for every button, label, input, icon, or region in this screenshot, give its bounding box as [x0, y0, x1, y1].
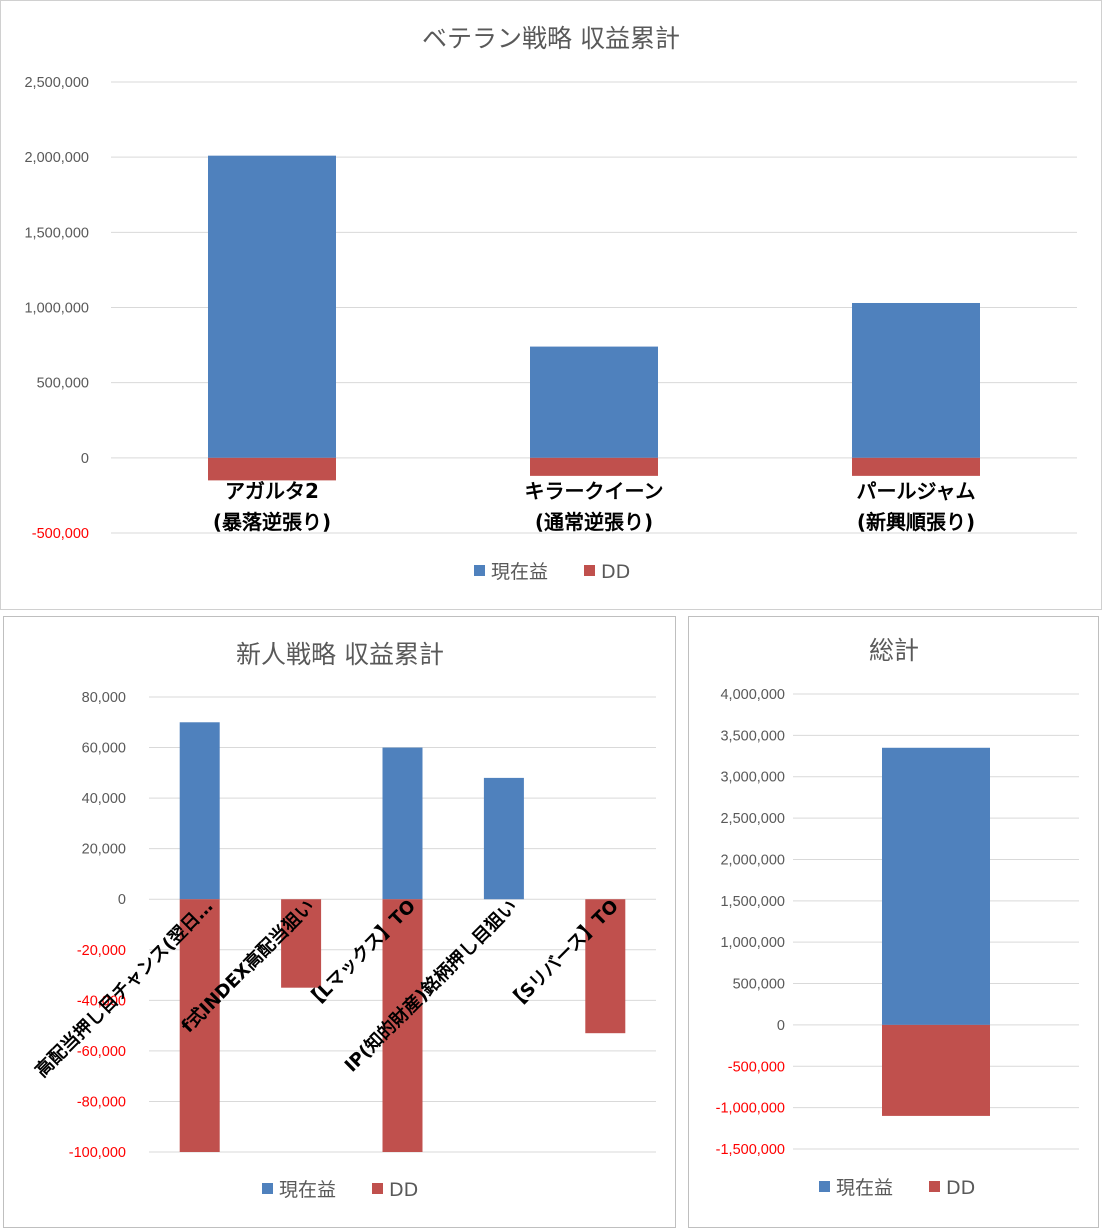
- bar-dd: [179, 899, 220, 1152]
- y-tick-label: -1,000,000: [716, 1101, 785, 1117]
- y-tick-label: 4,000,000: [720, 687, 785, 703]
- legend-label-current: 現在益: [836, 1177, 893, 1199]
- bar-dd: [530, 457, 658, 476]
- y-tick-label: 3,000,000: [720, 770, 785, 786]
- bar-current: [852, 302, 980, 458]
- bar-dd: [882, 1024, 990, 1116]
- legend-swatch-dd: [929, 1181, 940, 1192]
- y-tick-label: 20,000: [82, 842, 126, 858]
- y-tick-label: -500,000: [32, 526, 89, 542]
- y-tick-label: 1,500,000: [720, 894, 785, 910]
- y-tick-label: 2,500,000: [720, 811, 785, 827]
- bar-current: [179, 722, 220, 900]
- legend-label-dd: DD: [389, 1179, 418, 1201]
- y-tick-label: 1,000,000: [24, 301, 89, 317]
- y-tick-label: -20,000: [77, 943, 126, 959]
- legend-swatch-current: [262, 1183, 273, 1194]
- category-label: アガルタ2: [225, 479, 319, 503]
- chart-title: 新人戦略 収益累計: [236, 640, 444, 669]
- y-tick-label: -60,000: [77, 1044, 126, 1060]
- y-tick-label: -40,000: [77, 993, 126, 1009]
- legend-swatch-current: [474, 565, 485, 576]
- y-tick-label: 0: [81, 451, 89, 467]
- newcomer-chart-panel: 新人戦略 収益累計 80,000 60,000 40,000 20,000 0 -20,00…: [3, 616, 676, 1228]
- y-tick-label: -1,500,000: [716, 1142, 785, 1158]
- y-tick-label: 1,000,000: [720, 935, 785, 951]
- legend-label-current: 現在益: [279, 1179, 336, 1201]
- y-tick-label: 0: [118, 892, 126, 908]
- y-tick-label: 2,000,000: [720, 852, 785, 868]
- category-label: (通常逆張り): [535, 510, 653, 534]
- total-chart-panel: 総計 4,000,000 3,500,000 3,000,000 2,500,000 2,…: [688, 616, 1099, 1228]
- bar-dd: [281, 899, 322, 988]
- legend-label-dd: DD: [601, 561, 630, 583]
- legend-label-dd: DD: [946, 1177, 975, 1199]
- y-tick-label: 500,000: [37, 376, 89, 392]
- category-label: キラークイーン: [525, 479, 664, 503]
- category-label: パールジャム: [857, 479, 976, 503]
- y-tick-label: 3,500,000: [720, 728, 785, 744]
- y-tick-label: 0: [777, 1018, 785, 1034]
- y-tick-label: -100,000: [69, 1145, 126, 1161]
- y-tick-label: 80,000: [82, 690, 126, 706]
- newcomer-chart: 新人戦略 収益累計 80,000 60,000 40,000 20,000 0 -20,00…: [31, 640, 656, 1201]
- y-tick-label: -500,000: [728, 1059, 785, 1075]
- chart-title: ベテラン戦略 収益累計: [422, 24, 680, 53]
- bar-dd: [585, 899, 626, 1034]
- bar-current: [483, 777, 524, 900]
- y-tick-label: 40,000: [82, 791, 126, 807]
- y-tick-label: -80,000: [77, 1094, 126, 1110]
- bar-current: [382, 747, 423, 900]
- y-tick-label: 2,500,000: [24, 75, 89, 91]
- legend-label-current: 現在益: [491, 561, 548, 583]
- total-chart: 総計 4,000,000 3,500,000 3,000,000 2,500,000 2,…: [716, 636, 1079, 1199]
- bar-dd: [208, 457, 336, 481]
- bar-current: [208, 155, 336, 458]
- veteran-chart-panel: ベテラン戦略 収益累計 2,500,000 2,000,000 1,500,000 1,…: [0, 0, 1102, 610]
- category-label: (新興順張り): [857, 510, 975, 534]
- bar-current: [882, 747, 990, 1025]
- category-label: IP(知的財産)銘柄押し目狙い: [340, 895, 521, 1076]
- category-label: (暴落逆張り): [213, 510, 331, 534]
- y-tick-label: 60,000: [82, 741, 126, 757]
- bar-dd: [852, 457, 980, 476]
- bar-current: [530, 346, 658, 458]
- chart-title: 総計: [869, 636, 919, 665]
- y-tick-label: 500,000: [733, 977, 785, 993]
- y-tick-label: 1,500,000: [24, 225, 89, 241]
- bar-dd: [382, 899, 423, 1152]
- legend-swatch-dd: [584, 565, 595, 576]
- legend-swatch-dd: [372, 1183, 383, 1194]
- y-tick-label: 2,000,000: [24, 150, 89, 166]
- veteran-chart: ベテラン戦略 収益累計 2,500,000 2,000,000 1,500,000 1,…: [24, 24, 1077, 583]
- legend-swatch-current: [819, 1181, 830, 1192]
